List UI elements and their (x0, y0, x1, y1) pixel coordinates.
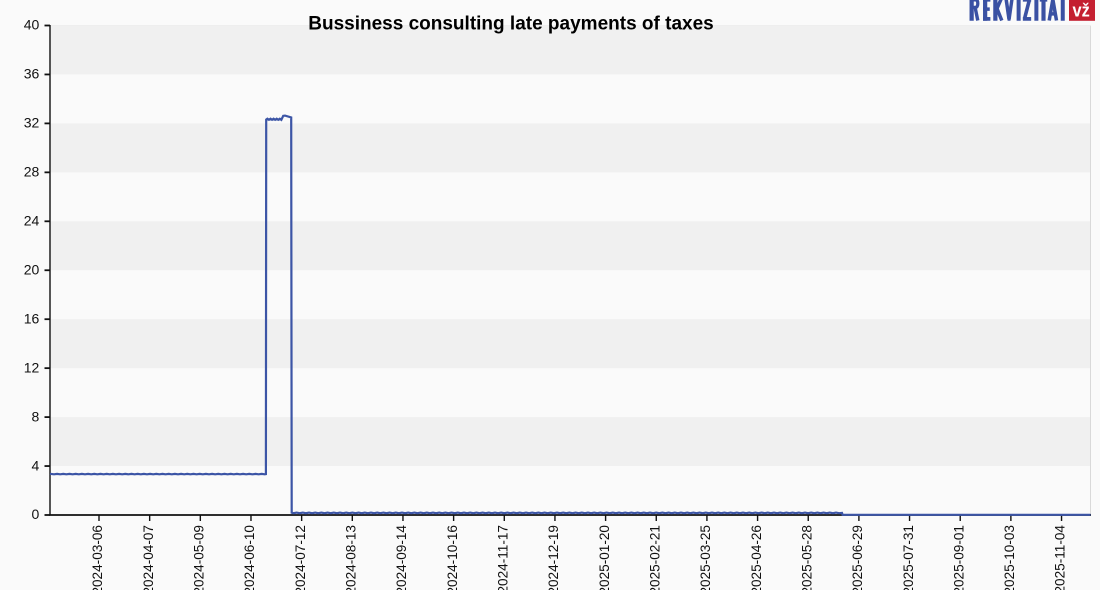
svg-text:28: 28 (24, 164, 40, 180)
svg-text:2025-11-04: 2025-11-04 (1053, 525, 1068, 590)
svg-text:2025-05-28: 2025-05-28 (799, 525, 814, 590)
svg-text:2024-09-14: 2024-09-14 (394, 525, 409, 590)
svg-text:2025-10-03: 2025-10-03 (1002, 525, 1017, 590)
svg-text:0: 0 (32, 506, 40, 522)
svg-text:20: 20 (24, 261, 40, 277)
svg-text:2025-02-21: 2025-02-21 (647, 525, 662, 590)
svg-text:2025-03-25: 2025-03-25 (698, 525, 713, 590)
svg-text:12: 12 (24, 359, 40, 375)
svg-text:2024-05-09: 2024-05-09 (192, 525, 207, 590)
svg-text:2024-11-17: 2024-11-17 (495, 525, 510, 590)
svg-text:4: 4 (32, 457, 40, 473)
svg-text:2025-04-26: 2025-04-26 (749, 525, 764, 590)
svg-text:36: 36 (24, 66, 40, 82)
svg-text:2025-06-29: 2025-06-29 (850, 525, 865, 590)
svg-text:2024-06-10: 2024-06-10 (242, 525, 257, 590)
svg-text:2024-07-12: 2024-07-12 (293, 525, 308, 590)
svg-text:vž: vž (1073, 0, 1090, 21)
svg-text:2024-04-07: 2024-04-07 (141, 525, 156, 590)
svg-text:16: 16 (24, 310, 40, 326)
svg-text:8: 8 (32, 408, 40, 424)
svg-text:32: 32 (24, 115, 40, 131)
svg-text:2025-09-01: 2025-09-01 (951, 525, 966, 590)
svg-text:2025-01-20: 2025-01-20 (597, 525, 612, 590)
svg-text:2024-08-13: 2024-08-13 (344, 525, 359, 590)
svg-text:2024-03-06: 2024-03-06 (90, 525, 105, 590)
svg-text:24: 24 (24, 213, 40, 229)
svg-text:40: 40 (24, 17, 40, 33)
svg-text:2024-10-16: 2024-10-16 (445, 525, 460, 590)
svg-text:2025-07-31: 2025-07-31 (901, 525, 916, 590)
svg-text:2024-12-19: 2024-12-19 (546, 525, 561, 590)
svg-text:Bussiness consulting late paym: Bussiness consulting late payments of ta… (308, 14, 713, 35)
